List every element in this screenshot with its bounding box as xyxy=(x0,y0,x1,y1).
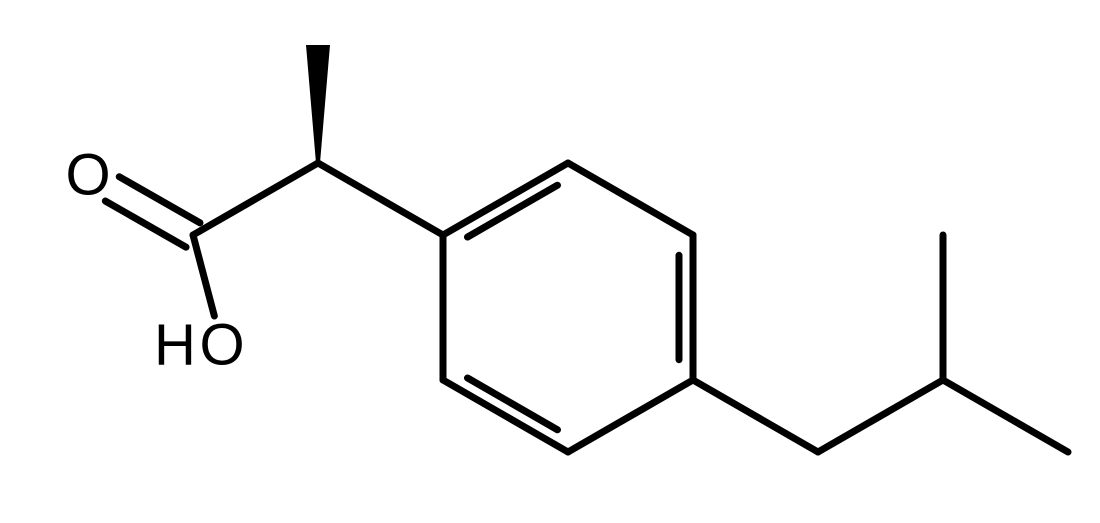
stereo-wedge xyxy=(306,45,330,163)
hydroxyl-hydrogen-label: H xyxy=(154,313,196,378)
hydroxyl-oxygen-label: O xyxy=(199,313,244,378)
oxygen-double-bond-label: O xyxy=(65,143,110,208)
chemical-structure-diagram: OOH xyxy=(0,0,1100,523)
